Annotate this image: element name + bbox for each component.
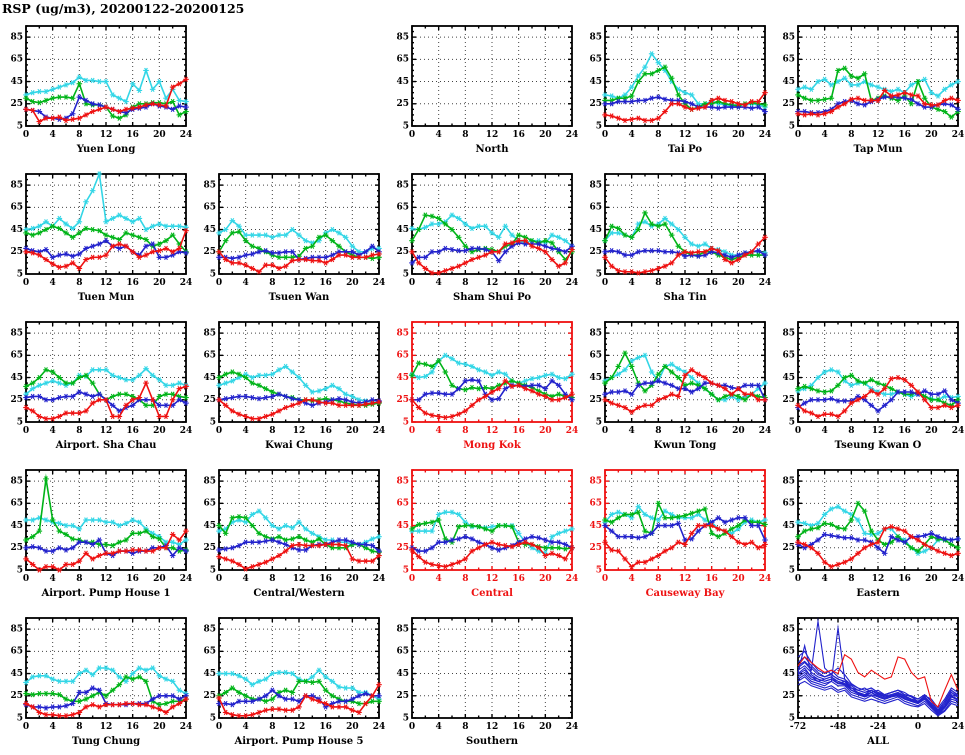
subplot-tung-chung: [0, 606, 193, 754]
subplot-airport-sha-chau: [0, 310, 193, 458]
subplot-sham-shui-po: [386, 162, 579, 310]
subplot-kwun-tong: [579, 310, 772, 458]
subplot-kwai-chung: [193, 310, 386, 458]
subplot-yuen-long: [0, 14, 193, 162]
subplot-tseung-kwan-o: [772, 310, 965, 458]
subplot-north: [386, 14, 579, 162]
subplot-sha-tin: [579, 162, 772, 310]
subplot-central: [386, 458, 579, 606]
page-title: RSP (ug/m3), 20200122-20200125: [2, 1, 245, 16]
subplot-mong-kok: [386, 310, 579, 458]
subplot-tsuen-wan: [193, 162, 386, 310]
subplot-tap-mun: [772, 14, 965, 162]
subplot-eastern: [772, 458, 965, 606]
subplot-airport-pump-house-1: [0, 458, 193, 606]
subplot-southern: [386, 606, 579, 754]
subplot-airport-pump-house-5: [193, 606, 386, 754]
subplot-all: [772, 606, 965, 754]
subplot-tuen-mun: [0, 162, 193, 310]
subplot-tai-po: [579, 14, 772, 162]
subplot-causeway-bay: [579, 458, 772, 606]
subplot-central-western: [193, 458, 386, 606]
chart-grid: [0, 14, 965, 755]
